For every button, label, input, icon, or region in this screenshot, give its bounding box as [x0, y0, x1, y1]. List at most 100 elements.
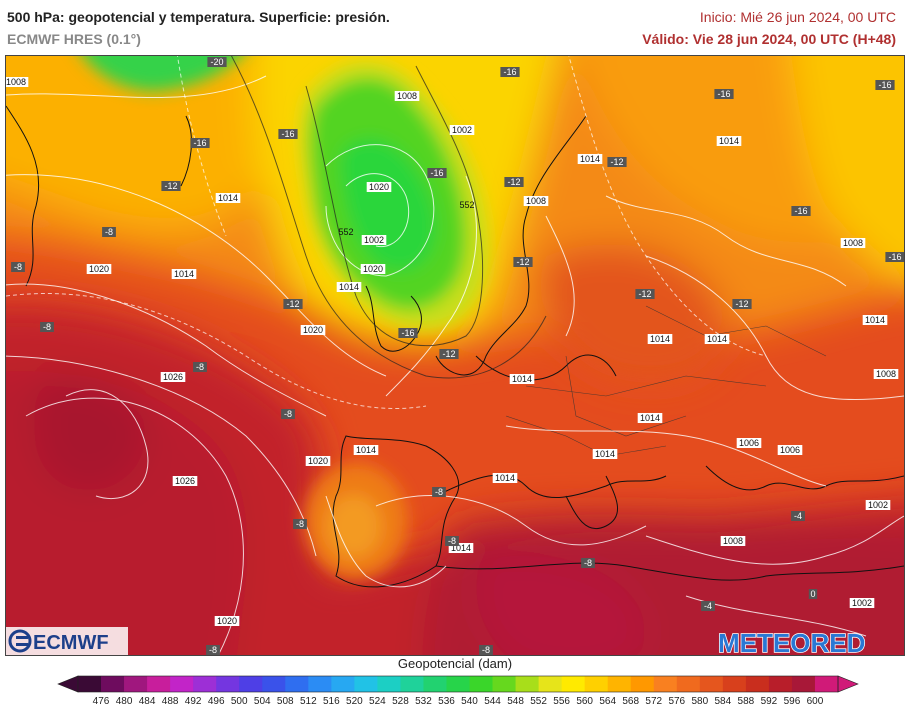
colorbar-swatch [492, 676, 516, 692]
colorbar-tick-label: 552 [530, 696, 547, 707]
colorbar-swatch [814, 676, 839, 692]
pressure-label-text: 1014 [719, 136, 739, 146]
colorbar-tick-label: 480 [116, 696, 133, 707]
pressure-label: 1020 [300, 325, 326, 335]
colorbar-swatch [561, 676, 586, 692]
temperature-label-text: -16 [717, 89, 730, 99]
temperature-label: -8 [581, 558, 595, 568]
temperature-label-layer: -20 -16 -16 -16 -16 -16 -12 -16 -12 -12 -16 -8 -8 -12… [11, 57, 904, 655]
isohypse-label-text: 552 [459, 200, 474, 210]
temperature-label: -16 [791, 206, 811, 216]
colorbar-tick-label: 504 [254, 696, 271, 707]
temperature-label-text: -12 [638, 289, 651, 299]
temperature-label: -12 [607, 157, 627, 167]
colorbar-tick-label: 556 [553, 696, 570, 707]
temperature-label-text: -8 [43, 322, 51, 332]
colorbar-swatch [584, 676, 609, 692]
temperature-label: -12 [283, 299, 303, 309]
pressure-label: 1014 [592, 449, 618, 459]
pressure-label-text: 1006 [739, 438, 759, 448]
temperature-label: -12 [161, 181, 181, 191]
colorbar-swatch [400, 676, 424, 692]
temperature-label-text: -12 [164, 181, 177, 191]
temperature-label-text: -12 [442, 349, 455, 359]
temperature-label: -8 [193, 362, 207, 372]
pressure-label: 1014 [862, 315, 888, 325]
colorbar-right-arrow [837, 675, 859, 693]
colorbar-swatch [170, 676, 194, 692]
model-label: ECMWF HRES (0.1°) [7, 31, 141, 47]
pressure-label-text: 1020 [217, 616, 237, 626]
iberian-low [304, 463, 408, 579]
pressure-label: 1008 [873, 369, 899, 379]
pressure-label-text: 1008 [876, 369, 896, 379]
pressure-label-text: 1014 [865, 315, 885, 325]
colorbar-swatch [124, 676, 148, 692]
temperature-label: -12 [439, 349, 459, 359]
isohypse-label: 552 [338, 227, 353, 237]
pressure-label-text: 1014 [595, 449, 615, 459]
colorbar-tick-label: 536 [438, 696, 455, 707]
temperature-label: -12 [635, 289, 655, 299]
temperature-label-text: -16 [888, 252, 901, 262]
colorbar-tick-label: 560 [576, 696, 593, 707]
colorbar-tick-label: 540 [461, 696, 478, 707]
pressure-label: 1014 [704, 334, 730, 344]
colorbar-tick-label: 512 [300, 696, 317, 707]
temperature-label-text: -8 [196, 362, 204, 372]
meteored-logo-text: METEORED [718, 628, 865, 656]
temperature-label-text: -16 [281, 129, 294, 139]
colorbar-tick-label: 564 [599, 696, 616, 707]
pressure-label: 1002 [361, 235, 387, 245]
temperature-label: -4 [701, 601, 715, 611]
temperature-label-text: -8 [105, 227, 113, 237]
colorbar-tick-label: 588 [738, 696, 755, 707]
pressure-label-text: 1014 [218, 193, 238, 203]
colorbar-swatch [653, 676, 678, 692]
colorbar-swatch [262, 676, 286, 692]
colorbar-swatch [377, 676, 401, 692]
temperature-label-text: -16 [193, 138, 206, 148]
colorbar-swatch [147, 676, 171, 692]
colorbar-swatch [630, 676, 655, 692]
temperature-label-text: -8 [14, 262, 22, 272]
pressure-label-text: 1002 [852, 598, 872, 608]
temperature-label-text: -8 [448, 536, 456, 546]
colorbar-tick-label: 572 [645, 696, 662, 707]
colorbar-swatch [538, 676, 563, 692]
temperature-label-text: -16 [878, 80, 891, 90]
pressure-label-text: 1008 [843, 238, 863, 248]
colorbar-swatch [331, 676, 355, 692]
colorbar-tick-label: 520 [346, 696, 363, 707]
temperature-label: -8 [206, 645, 220, 655]
pressure-label-text: 1014 [650, 334, 670, 344]
pressure-label: 1008 [523, 196, 549, 206]
temperature-label: -16 [875, 80, 895, 90]
temperature-label-text: -8 [435, 487, 443, 497]
temperature-label: -12 [504, 177, 524, 187]
pressure-label-text: 1008 [6, 77, 26, 87]
pressure-label-text: 1026 [163, 372, 183, 382]
colorbar-tick-label: 548 [507, 696, 524, 707]
colorbar-tick-label: 584 [715, 696, 732, 707]
colorbar-tick-label: 528 [392, 696, 409, 707]
colorbar-swatch [607, 676, 632, 692]
temperature-label-text: -12 [735, 299, 748, 309]
colorbar-outline [77, 675, 839, 693]
temperature-label: -8 [432, 487, 446, 497]
temperature-label-text: -16 [503, 67, 516, 77]
pressure-label-text: 1008 [526, 196, 546, 206]
colorbar-swatch [216, 676, 240, 692]
weather-map[interactable]: 1008 1008 1002 1014 1014 1020 1014 1008 1002 1008… [5, 55, 905, 656]
isohypse-label-layer: 552 552 [338, 200, 474, 237]
pressure-label: 1008 [840, 238, 866, 248]
pressure-label: 1014 [336, 282, 362, 292]
colorbar-swatch [239, 676, 263, 692]
pressure-label: 1026 [160, 372, 186, 382]
colorbar-tick-label: 576 [668, 696, 685, 707]
colorbar-swatch [469, 676, 493, 692]
temperature-label: -4 [791, 511, 805, 521]
temperature-label-text: -8 [209, 645, 217, 655]
trough-green [83, 56, 489, 329]
colorbar-tick-label: 532 [415, 696, 432, 707]
